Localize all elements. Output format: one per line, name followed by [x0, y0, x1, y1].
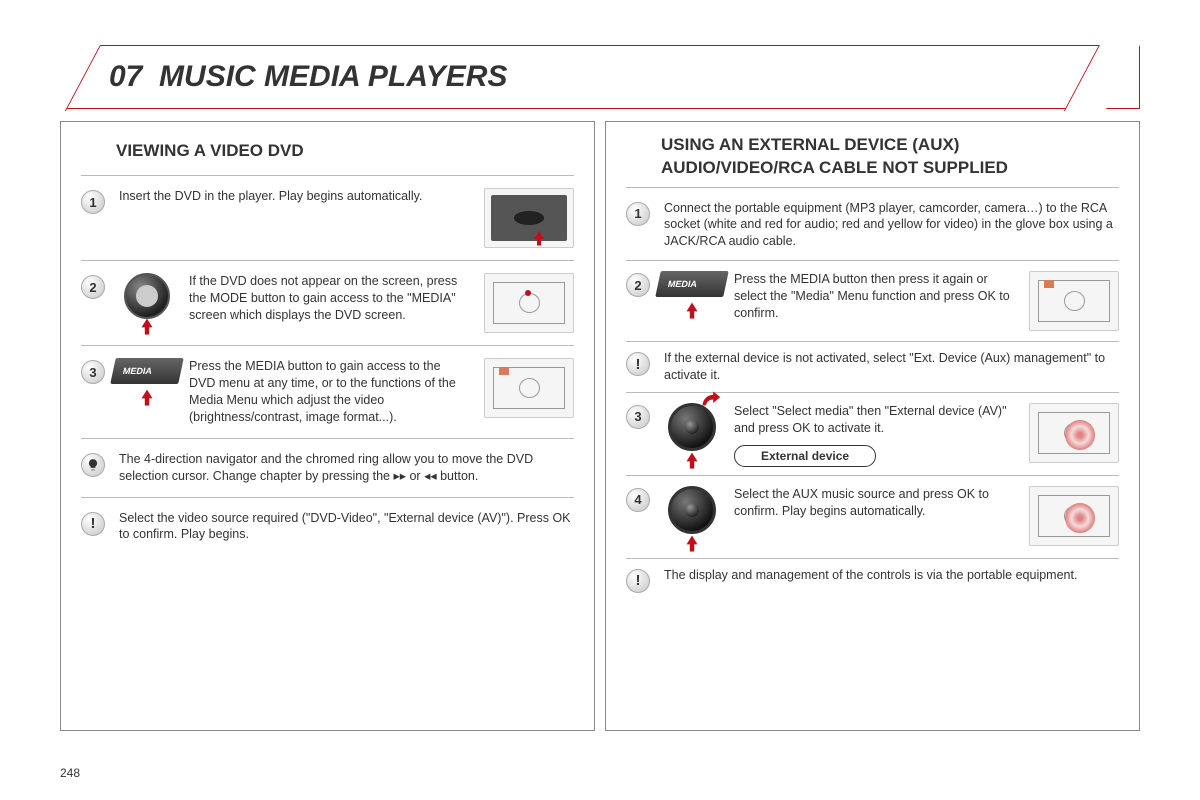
exclamation-icon: !	[636, 356, 641, 373]
console-thumb	[1029, 403, 1119, 463]
right-step-3: 3 Select "Select media" then "External d…	[606, 395, 1139, 473]
step-number-badge: 2	[626, 273, 650, 297]
note-text: The display and management of the contro…	[664, 567, 1119, 584]
left-tip-note: The 4-direction navigator and the chrome…	[61, 441, 594, 495]
lightbulb-icon	[86, 458, 100, 472]
step-number-badge: 3	[81, 360, 105, 384]
exclamation-icon: !	[91, 515, 96, 532]
step-text: Press the MEDIA button then press it aga…	[734, 271, 1015, 322]
media-button-icon: MEDIA	[119, 358, 175, 402]
console-thumb	[1029, 271, 1119, 331]
manual-page: 07 MUSIC MEDIA PLAYERS VIEWING A VIDEO D…	[60, 45, 1140, 755]
section-title: MUSIC MEDIA PLAYERS	[159, 60, 507, 93]
alert-icon: !	[626, 569, 650, 593]
right-title-line1: USING AN EXTERNAL DEVICE (AUX)	[661, 134, 1111, 155]
right-step-4: 4 Select the AUX music source and press …	[606, 478, 1139, 556]
left-step-1: 1 Insert the DVD in the player. Play beg…	[61, 178, 594, 258]
tip-icon	[81, 453, 105, 477]
console-thumb	[484, 273, 574, 333]
media-button-label: MEDIA	[110, 358, 184, 384]
dvd-player-thumb	[484, 188, 574, 248]
media-button-icon: MEDIA	[664, 271, 720, 315]
mode-button-icon	[119, 273, 175, 331]
section-number: 07	[109, 60, 142, 93]
right-step-2: 2 MEDIA Press the MEDIA button then pres…	[606, 263, 1139, 339]
header-title: 07 MUSIC MEDIA PLAYERS	[61, 46, 1139, 94]
console-thumb	[484, 358, 574, 418]
step-text: If the DVD does not appear on the screen…	[189, 273, 470, 324]
right-alert-note-1: ! If the external device is not activate…	[606, 344, 1139, 390]
left-title: VIEWING A VIDEO DVD	[61, 122, 594, 173]
step-number-badge: 4	[626, 488, 650, 512]
right-step-1: 1 Connect the portable equipment (MP3 pl…	[606, 190, 1139, 259]
divider	[81, 175, 574, 176]
alert-icon: !	[81, 512, 105, 536]
step-text: Select the AUX music source and press OK…	[734, 486, 1015, 520]
step-number-badge: 1	[81, 190, 105, 214]
step-text: Insert the DVD in the player. Play begin…	[119, 188, 470, 205]
note-text: Select the video source required ("DVD-V…	[119, 510, 574, 544]
alert-icon: !	[626, 352, 650, 376]
right-title-line2: AUDIO/VIDEO/RCA CABLE NOT SUPPLIED	[661, 155, 1111, 178]
left-step-2: 2 If the DVD does not appear on the scre…	[61, 263, 594, 343]
step-3-text: Select "Select media" then "External dev…	[734, 404, 1007, 435]
left-alert-note: ! Select the video source required ("DVD…	[61, 500, 594, 554]
step-number-badge: 3	[626, 405, 650, 429]
page-number: 248	[60, 766, 80, 780]
left-column: VIEWING A VIDEO DVD 1 Insert the DVD in …	[60, 121, 595, 731]
dial-icon	[664, 486, 720, 548]
columns: VIEWING A VIDEO DVD 1 Insert the DVD in …	[60, 121, 1140, 731]
step-number-badge: 2	[81, 275, 105, 299]
console-thumb	[1029, 486, 1119, 546]
right-column: USING AN EXTERNAL DEVICE (AUX) AUDIO/VID…	[605, 121, 1140, 731]
step-text: Press the MEDIA button to gain access to…	[189, 358, 470, 426]
exclamation-icon: !	[636, 572, 641, 589]
external-device-pill: External device	[734, 445, 876, 467]
media-button-label: MEDIA	[655, 271, 729, 297]
dial-icon	[664, 403, 720, 465]
left-step-3: 3 MEDIA Press the MEDIA button to gain a…	[61, 348, 594, 436]
step-text: Select "Select media" then "External dev…	[734, 403, 1015, 467]
note-text: The 4-direction navigator and the chrome…	[119, 451, 574, 485]
section-header: 07 MUSIC MEDIA PLAYERS	[60, 45, 1140, 109]
step-number-badge: 1	[626, 202, 650, 226]
step-text: Connect the portable equipment (MP3 play…	[664, 200, 1119, 251]
right-alert-note-2: ! The display and management of the cont…	[606, 561, 1139, 603]
note-text: If the external device is not activated,…	[664, 350, 1119, 384]
